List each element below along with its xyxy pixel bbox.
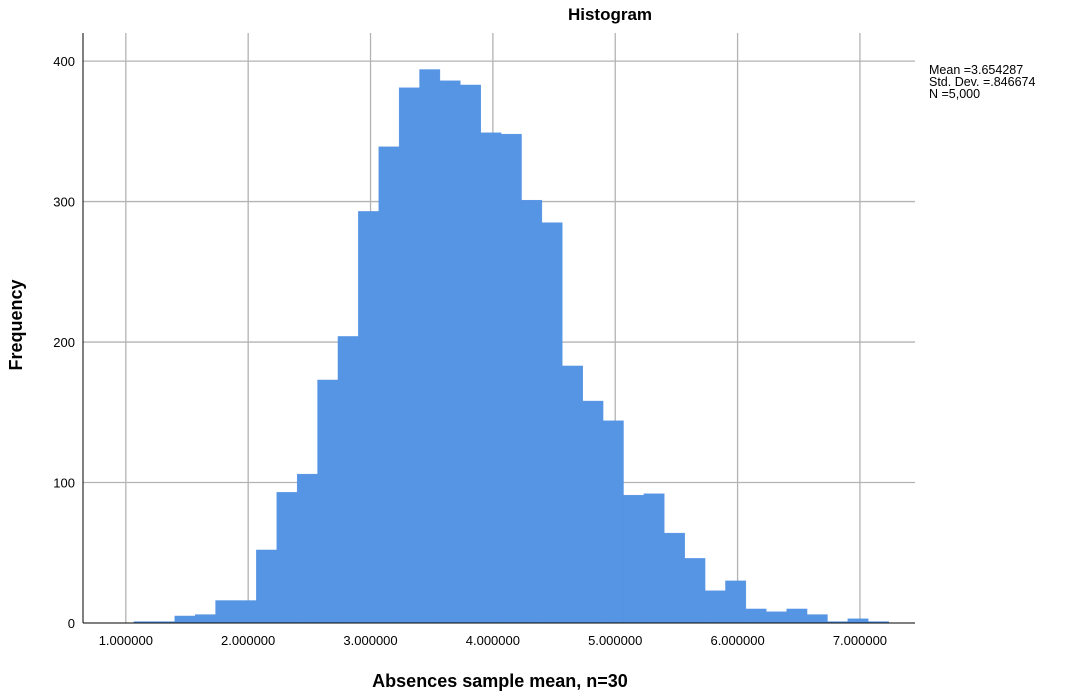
histogram-bar [664, 532, 685, 624]
histogram-bar [684, 558, 706, 624]
histogram-bar [194, 614, 216, 624]
histogram-bar [623, 494, 645, 624]
stats-line: Mean =3.654287 [929, 63, 1023, 77]
histogram-bar [521, 199, 543, 624]
x-tick-label: 3.000000 [343, 633, 397, 648]
histogram-bars [133, 69, 889, 624]
histogram-bar [378, 146, 400, 624]
stats-line: Std. Dev. =.846674 [929, 75, 1035, 89]
histogram-bar [480, 132, 502, 624]
y-tick-label: 400 [53, 54, 75, 69]
histogram-bar [847, 618, 869, 624]
x-tick-label: 4.000000 [466, 633, 520, 648]
histogram-bar [500, 133, 522, 624]
y-tick-label: 100 [53, 476, 75, 491]
x-tick-label: 6.000000 [710, 633, 764, 648]
histogram-bar [786, 608, 808, 624]
x-tick-labels: 1.000000 2.000000 3.000000 4.000000 5.000000… [99, 633, 887, 648]
histogram-bar [398, 87, 420, 624]
histogram-bar [174, 615, 196, 624]
histogram-bar [745, 608, 767, 624]
x-tick-label: 1.000000 [99, 633, 153, 648]
y-axis-label: Frequency [6, 279, 26, 370]
histogram-bar [358, 211, 379, 624]
y-tick-label: 0 [68, 616, 75, 631]
histogram-bar [725, 580, 747, 624]
y-tick-labels: 0 100 200 300 400 [53, 54, 75, 631]
stats-line: N =5,000 [929, 87, 980, 101]
x-tick-label: 2.000000 [221, 633, 275, 648]
histogram-bar [806, 614, 828, 624]
histogram-bar [582, 400, 604, 624]
histogram-bar [337, 336, 359, 624]
x-tick-label: 7.000000 [833, 633, 887, 648]
histogram-bar [704, 590, 726, 624]
histogram-bar [317, 379, 339, 624]
axes [82, 33, 915, 624]
histogram-bar [766, 611, 787, 624]
x-tick-label: 5.000000 [588, 633, 642, 648]
histogram-bar [602, 420, 624, 624]
x-axis-label: Absences sample mean, n=30 [372, 671, 628, 691]
histogram-bar [296, 473, 318, 624]
histogram-bar [419, 69, 441, 624]
histogram-bar [256, 549, 277, 624]
histogram-bar [276, 492, 298, 624]
histogram-bar [235, 600, 257, 624]
histogram-bar [439, 80, 461, 624]
histogram-bar [562, 365, 583, 624]
histogram-bar [541, 222, 563, 624]
histogram-bar [460, 84, 481, 624]
histogram-bar [643, 493, 665, 624]
y-tick-label: 300 [53, 195, 75, 210]
y-tick-label: 200 [53, 335, 75, 350]
chart-title: Histogram [568, 5, 652, 24]
histogram-bar [215, 600, 237, 624]
